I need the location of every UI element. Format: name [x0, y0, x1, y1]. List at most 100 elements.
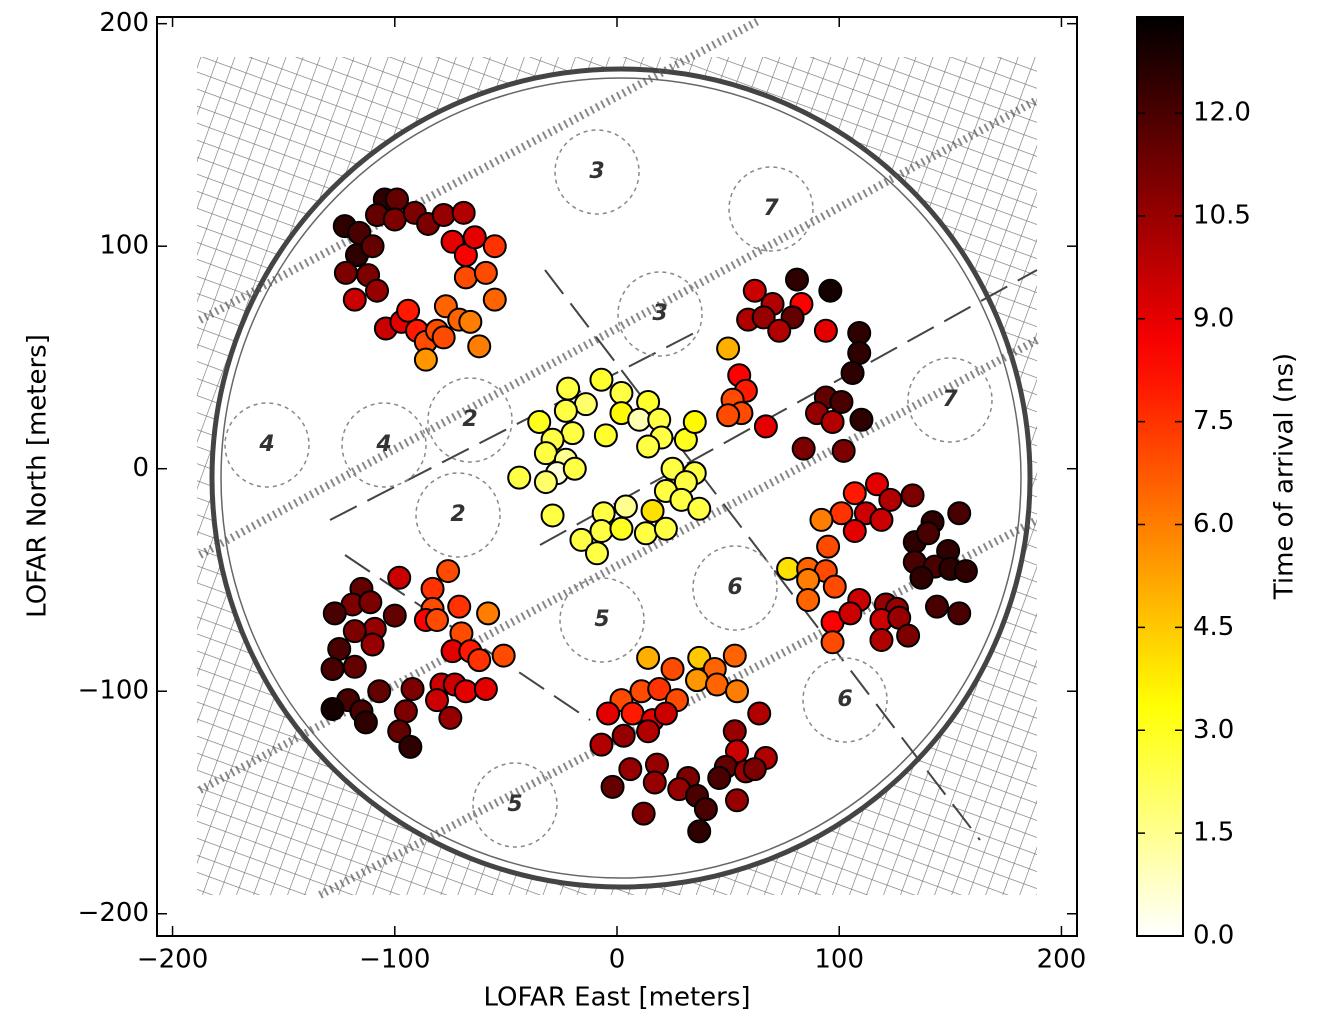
antenna-point: [455, 680, 477, 702]
antenna-point: [819, 280, 841, 302]
antenna-point: [717, 338, 739, 360]
antenna-point: [359, 591, 381, 613]
antenna-point: [822, 411, 844, 433]
colorbar-tick-label: 3.0: [1193, 715, 1234, 745]
antenna-point: [328, 638, 350, 660]
antenna-point: [839, 602, 861, 624]
antenna-point: [688, 498, 710, 520]
antenna-point: [810, 509, 832, 531]
antenna-point: [637, 435, 659, 457]
antenna-point: [793, 438, 815, 460]
antenna-point: [388, 567, 410, 589]
antenna-point: [384, 605, 406, 627]
antenna-point: [706, 674, 728, 696]
map-label: 5: [507, 792, 522, 817]
map-label: 7: [942, 387, 958, 412]
antenna-point: [475, 262, 497, 284]
antenna-point: [815, 320, 837, 342]
colorbar-tick-label: 9.0: [1193, 303, 1234, 333]
x-tick-label: 200: [1037, 945, 1087, 975]
map-label: 2: [450, 502, 465, 527]
antenna-point: [748, 702, 770, 724]
antenna-point: [635, 522, 657, 544]
colorbar-tick-label: 1.5: [1193, 818, 1234, 848]
antenna-point: [590, 369, 612, 391]
antenna-point: [655, 702, 677, 724]
antenna-point: [613, 725, 635, 747]
antenna-point: [415, 349, 437, 371]
antenna-point: [948, 602, 970, 624]
antenna-point: [948, 502, 970, 524]
antenna-point: [724, 645, 746, 667]
antenna-point: [844, 482, 866, 504]
antenna-point: [590, 520, 612, 542]
antenna-point: [455, 266, 477, 288]
antenna-point: [902, 484, 924, 506]
antenna-point: [917, 522, 939, 544]
antenna-point: [437, 560, 459, 582]
antenna-point: [453, 202, 475, 224]
antenna-point: [724, 720, 746, 742]
antenna-point: [362, 634, 384, 656]
antenna-point: [910, 567, 932, 589]
antenna-point: [726, 789, 748, 811]
map-label: 4: [258, 432, 274, 457]
antenna-point: [833, 440, 855, 462]
antenna-point: [633, 803, 655, 825]
colorbar-tick-label: 0.0: [1193, 921, 1234, 951]
map-label: 6: [727, 575, 742, 600]
antenna-point: [755, 415, 777, 437]
antenna-point: [662, 658, 684, 680]
antenna-point: [395, 700, 417, 722]
antenna-point: [637, 647, 659, 669]
antenna-point: [484, 289, 506, 311]
map-label: 2: [462, 407, 477, 432]
antenna-point: [557, 378, 579, 400]
antenna-point: [628, 409, 650, 431]
colorbar-tick-label: 7.5: [1193, 406, 1234, 436]
antenna-point: [848, 342, 870, 364]
antenna-point: [655, 518, 677, 540]
colorbar: [1137, 17, 1183, 936]
antenna-point: [493, 645, 515, 667]
antenna-point: [822, 631, 844, 653]
antenna-point: [542, 504, 564, 526]
antenna-point: [610, 382, 632, 404]
antenna-point: [695, 798, 717, 820]
antenna-point: [797, 589, 819, 611]
antenna-point: [366, 280, 388, 302]
antenna-point: [708, 767, 730, 789]
antenna-point: [508, 467, 530, 489]
antenna-point: [848, 322, 870, 344]
antenna-point: [850, 409, 872, 431]
antenna-point: [870, 509, 892, 531]
antenna-point: [777, 558, 799, 580]
antenna-point: [324, 602, 346, 624]
antenna-point: [459, 311, 481, 333]
antenna-point: [622, 702, 644, 724]
x-tick-label: −100: [359, 945, 430, 975]
antenna-point: [610, 518, 632, 540]
antenna-point: [615, 496, 637, 518]
antenna-point: [402, 678, 424, 700]
antenna-point: [842, 362, 864, 384]
antenna-point: [817, 536, 839, 558]
antenna-point: [335, 262, 357, 284]
x-axis-label: LOFAR East [meters]: [483, 983, 750, 1013]
antenna-point: [619, 758, 641, 780]
antenna-point: [717, 404, 739, 426]
y-tick-label: 0: [132, 453, 149, 483]
antenna-point: [362, 235, 384, 257]
antenna-point: [744, 758, 766, 780]
antenna-point: [477, 602, 499, 624]
colorbar-tick-label: 4.5: [1193, 612, 1234, 642]
antenna-point: [726, 680, 748, 702]
antenna-point: [688, 820, 710, 842]
antenna-point: [897, 625, 919, 647]
antenna-point: [448, 596, 470, 618]
antenna-point: [355, 711, 377, 733]
y-tick-label: −200: [78, 898, 149, 928]
antenna-point: [384, 208, 406, 230]
antenna-point: [879, 489, 901, 511]
antenna-point: [564, 458, 586, 480]
